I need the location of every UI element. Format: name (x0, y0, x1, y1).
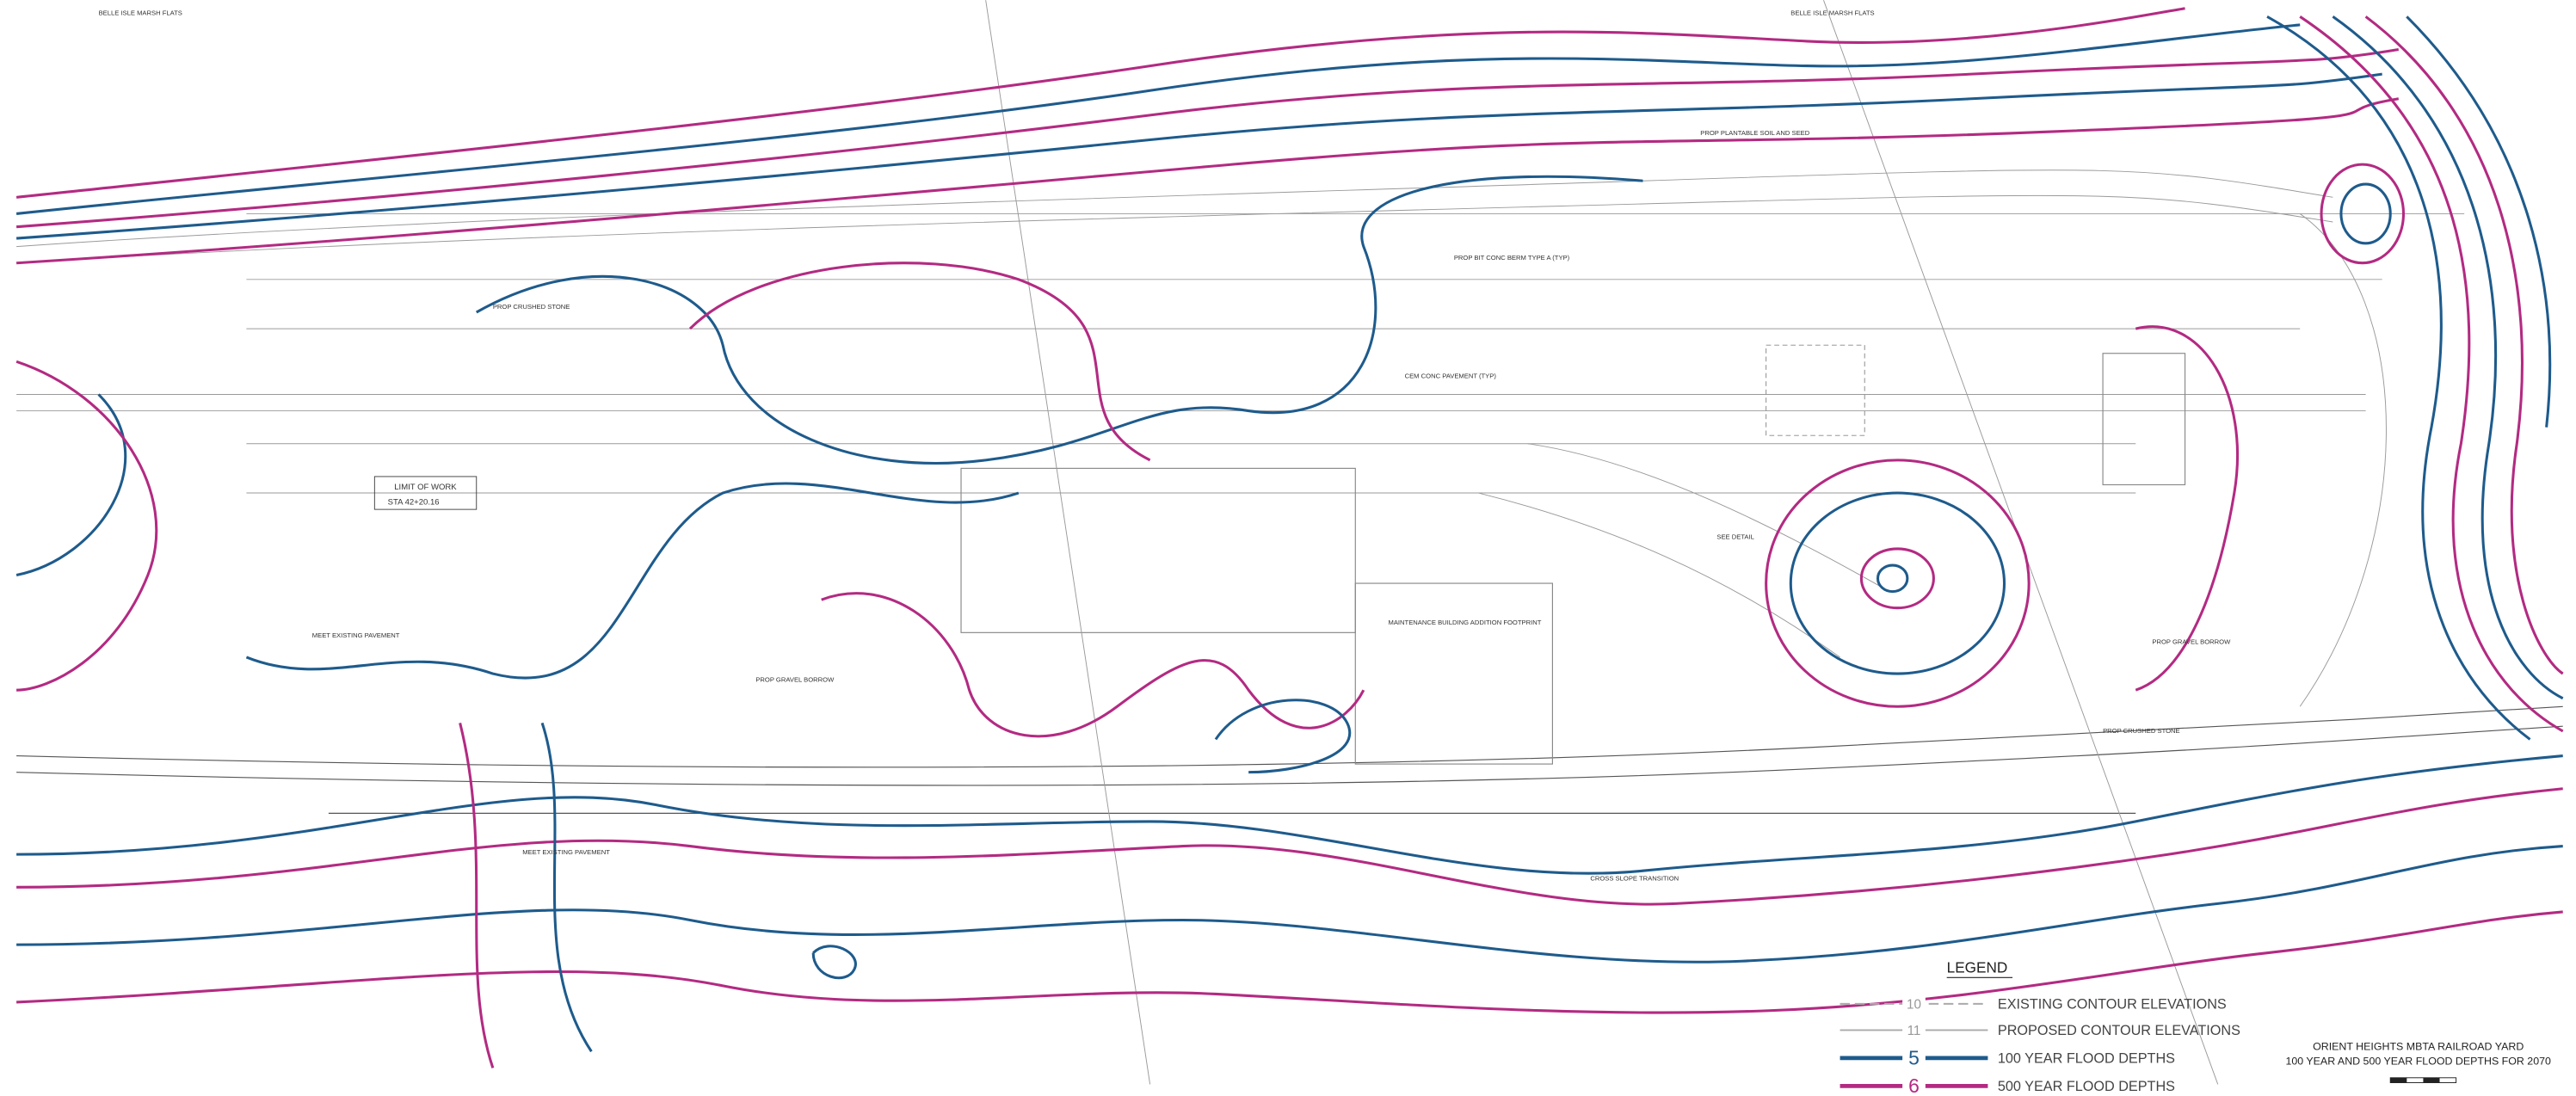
legend: LEGEND 10 11 5 6 EXISTING CONTOUR ELEVAT… (1840, 959, 2240, 1096)
scale-bar (2423, 1077, 2440, 1083)
legend-label: 100 YEAR FLOOD DEPTHS (1998, 1051, 2175, 1067)
map-label: PROP BIT CONC BERM TYPE A (TYP) (1454, 254, 1570, 262)
map-label: CEM CONC PAVEMENT (TYP) (1405, 372, 1497, 379)
map-label: SEE DETAIL (1716, 533, 1754, 540)
scale-bar (2390, 1077, 2407, 1083)
map-label: MEET EXISTING PAVEMENT (522, 848, 610, 856)
legend-gap (1902, 1075, 1926, 1096)
drawing-subtitle: 100 YEAR AND 500 YEAR FLOOD DEPTHS FOR 2… (2285, 1056, 2551, 1068)
legend-label: EXISTING CONTOUR ELEVATIONS (1998, 997, 2227, 1013)
map-label: STA 42+20.16 (388, 497, 440, 507)
map-label: PROP GRAVEL BORROW (755, 676, 835, 684)
map-label: PROP CRUSHED STONE (493, 303, 570, 311)
legend-gap (1902, 994, 1926, 1014)
legend-symbol-label: 5 (1908, 1047, 1920, 1069)
map-label: BELLE ISLE MARSH FLATS (99, 9, 182, 16)
tracks (16, 0, 2563, 1085)
map-label: CROSS SLOPE TRANSITION (1590, 875, 1679, 883)
drawing-title: ORIENT HEIGHTS MBTA RAILROAD YARD (2313, 1040, 2524, 1052)
legend-title: LEGEND (1947, 959, 2008, 976)
legend-label: PROPOSED CONTOUR ELEVATIONS (1998, 1023, 2240, 1038)
map-label: PROP GRAVEL BORROW (2152, 638, 2231, 646)
legend-symbol-label: 10 (1907, 998, 1921, 1013)
limit-box (373, 476, 478, 510)
legend-symbol-label: 11 (1907, 1024, 1921, 1038)
map-label: MEET EXISTING PAVEMENT (312, 631, 400, 639)
legend-symbol-label: 6 (1908, 1074, 1920, 1096)
map-label: PROP PLANTABLE SOIL AND SEED (1700, 129, 1809, 137)
legend-gap (1902, 1048, 1926, 1068)
map-label: BELLE ISLE MARSH FLATS (1790, 9, 1874, 16)
map-label: MAINTENANCE BUILDING ADDITION FOOTPRINT (1388, 619, 1541, 626)
map-label: LIMIT OF WORK (394, 483, 457, 492)
title-block: ORIENT HEIGHTS MBTA RAILROAD YARD 100 YE… (2285, 1040, 2551, 1083)
legend-label: 500 YEAR FLOOD DEPTHS (1998, 1079, 2175, 1094)
flood-contours (15, 7, 2564, 1068)
legend-gap (1902, 1019, 1926, 1040)
map-label: PROP CRUSHED STONE (2103, 727, 2180, 735)
